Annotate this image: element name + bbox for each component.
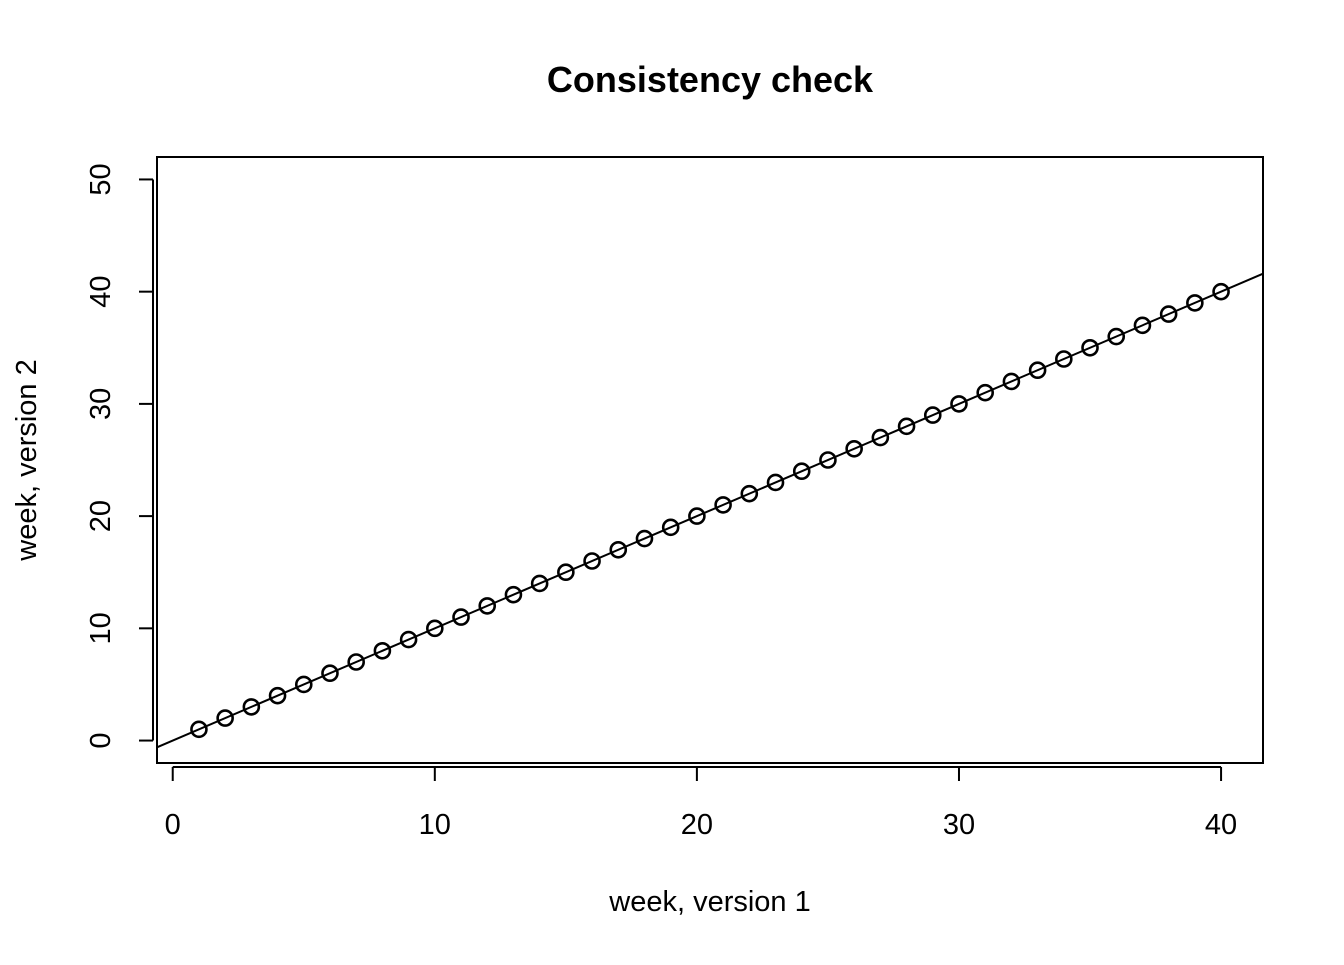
x-tick-label: 0 xyxy=(165,809,181,841)
data-point xyxy=(268,686,287,705)
x-axis: 0 10 20 30 40 xyxy=(165,766,1237,841)
data-point xyxy=(426,619,444,638)
data-point xyxy=(1002,372,1021,391)
data-point xyxy=(635,529,654,548)
data-point xyxy=(923,406,942,424)
data-point xyxy=(504,585,523,604)
data-point xyxy=(1186,294,1204,312)
data-point xyxy=(792,462,811,481)
data-point xyxy=(478,597,497,615)
y-tick-label: 0 xyxy=(85,732,117,748)
reference-line-group xyxy=(156,272,1264,749)
data-point xyxy=(1133,316,1152,335)
plot-frame xyxy=(156,156,1264,764)
y-axis-label: week, version 2 xyxy=(11,359,43,562)
x-tick-label: 30 xyxy=(943,809,975,841)
data-point xyxy=(557,563,575,582)
data-point xyxy=(373,641,392,660)
data-point xyxy=(871,428,890,447)
chart-title: Consistency check xyxy=(547,59,874,100)
x-axis-label: week, version 1 xyxy=(608,886,811,918)
data-point xyxy=(1107,327,1126,346)
data-point xyxy=(1159,305,1178,323)
x-tick-label: 20 xyxy=(681,809,713,841)
data-point xyxy=(452,608,470,626)
data-point xyxy=(321,664,339,683)
data-point xyxy=(583,552,601,570)
data-point xyxy=(714,496,732,514)
data-point xyxy=(766,473,785,492)
y-tick-label: 40 xyxy=(85,276,117,308)
y-axis: 0 10 20 30 40 50 xyxy=(85,163,154,749)
data-point xyxy=(950,395,968,413)
data-point xyxy=(688,507,706,525)
data-point xyxy=(399,630,418,649)
data-point xyxy=(347,653,365,671)
data-point xyxy=(1212,282,1230,301)
data-point xyxy=(294,675,313,694)
data-point xyxy=(897,417,916,436)
data-point xyxy=(216,709,234,727)
data-point xyxy=(190,720,208,739)
data-point xyxy=(530,574,549,593)
data-point xyxy=(1055,350,1073,368)
x-tick-label: 40 xyxy=(1205,809,1237,841)
data-point xyxy=(661,518,680,537)
data-point xyxy=(976,383,994,402)
data-point xyxy=(609,540,628,559)
data-points xyxy=(190,282,1230,739)
data-point xyxy=(1028,361,1047,380)
reference-line xyxy=(156,272,1264,749)
data-point xyxy=(1081,338,1099,357)
y-tick-label: 50 xyxy=(85,163,117,195)
y-tick-label: 10 xyxy=(85,612,117,644)
x-tick-label: 10 xyxy=(419,809,451,841)
y-tick-label: 20 xyxy=(85,500,117,532)
y-tick-label: 30 xyxy=(85,388,117,420)
data-point xyxy=(819,451,837,469)
data-point xyxy=(845,439,863,458)
data-point xyxy=(740,484,759,503)
data-point xyxy=(242,698,261,716)
